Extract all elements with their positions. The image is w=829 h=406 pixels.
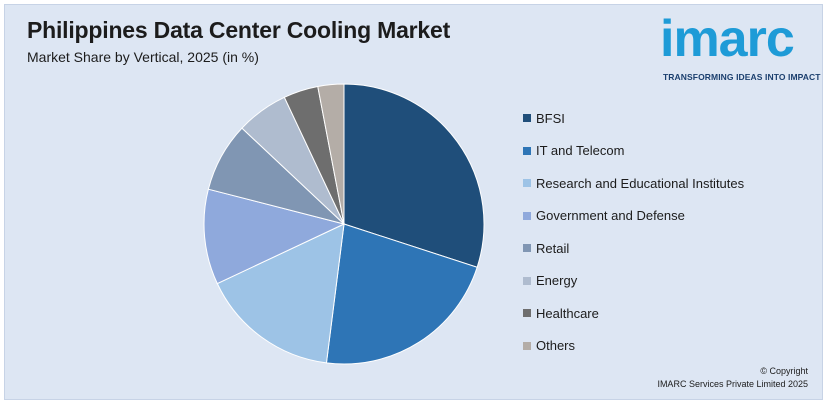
legend-swatch <box>523 179 531 188</box>
logo-wordmark: imarc <box>660 10 795 68</box>
legend-label: Healthcare <box>536 305 599 321</box>
legend-label: Retail <box>536 240 570 256</box>
legend-item: Healthcare <box>523 297 744 330</box>
logo-tagline: TRANSFORMING IDEAS INTO IMPACT <box>663 72 821 82</box>
legend-item: Others <box>523 330 744 363</box>
legend-label: Others <box>536 338 576 354</box>
legend-item: Research and Educational Institutes <box>523 167 744 200</box>
chart-frame: Philippines Data Center Cooling Market M… <box>4 4 823 400</box>
legend-swatch <box>523 309 531 318</box>
legend-label: Energy <box>536 273 578 289</box>
legend-swatch <box>523 146 531 155</box>
copyright-owner: IMARC Services Private Limited 2025 <box>657 379 808 389</box>
legend-label: BFSI <box>536 110 565 126</box>
legend-swatch <box>523 244 531 253</box>
pie-slice-others <box>317 83 345 225</box>
pie-slice-government-and-defense <box>203 188 346 285</box>
copyright-line: © Copyright <box>760 366 808 376</box>
chart-legend: BFSI IT and Telecom Research and Education… <box>523 102 744 362</box>
legend-item: BFSI <box>523 102 744 135</box>
legend-item: Government and Defense <box>523 200 744 233</box>
chart-title: Philippines Data Center Cooling Market <box>27 17 451 43</box>
legend-label: IT and Telecom <box>536 143 625 159</box>
pie-slice-research-and-educational-institutes <box>216 223 345 364</box>
legend-swatch <box>523 276 531 285</box>
legend-item: Energy <box>523 265 744 298</box>
pie-slice-bfsi <box>343 83 485 268</box>
imarc-logo: imarc TRANSFORMING IDEAS INTO IMPACT <box>660 10 821 85</box>
legend-label: Research and Educational Institutes <box>536 175 745 191</box>
pie-chart <box>203 83 485 365</box>
pie-slice-it-and-telecom <box>325 223 478 365</box>
legend-label: Government and Defense <box>536 208 685 224</box>
legend-swatch <box>523 211 531 220</box>
copyright-note: © Copyright IMARC Services Private Limit… <box>657 365 808 391</box>
legend-item: IT and Telecom <box>523 135 744 168</box>
legend-swatch <box>523 114 531 123</box>
chart-subtitle: Market Share by Vertical, 2025 (in %) <box>27 49 259 65</box>
legend-swatch <box>523 341 531 350</box>
legend-item: Retail <box>523 232 744 265</box>
